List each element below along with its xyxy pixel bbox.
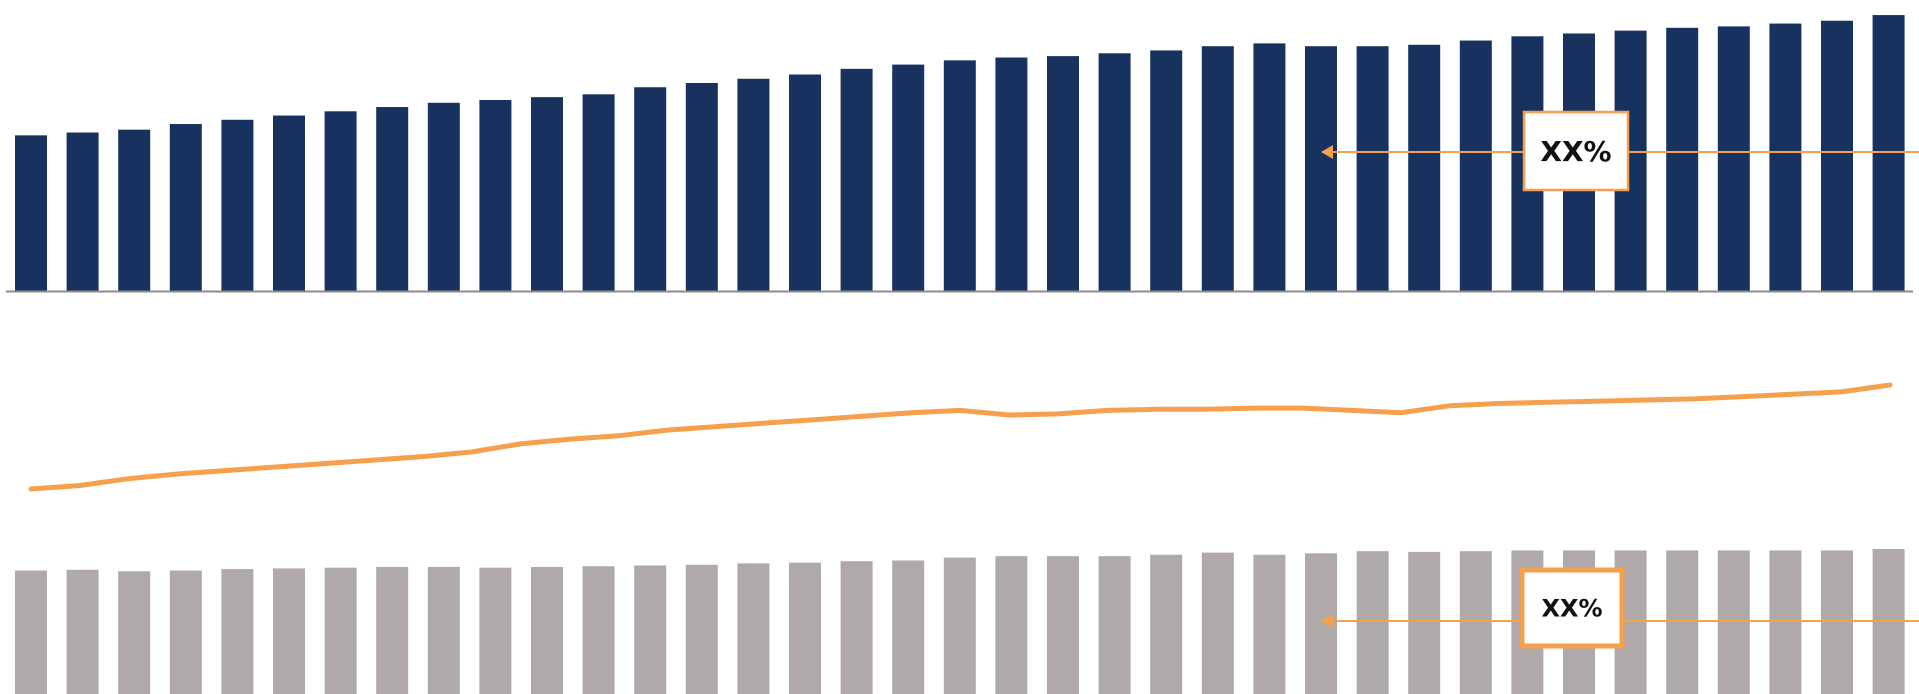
- top-bar: [1253, 43, 1286, 291]
- bottom-bar: [892, 560, 925, 694]
- top-bar: [1717, 26, 1750, 292]
- bottom-bar: [1717, 550, 1750, 694]
- top-bar: [1305, 46, 1337, 291]
- top-bar: [1408, 44, 1441, 291]
- top-bar: [1872, 15, 1905, 291]
- top-bar: [1821, 20, 1853, 292]
- bottom-bar: [479, 567, 512, 694]
- top-bar: [427, 102, 460, 292]
- top-bar: [376, 107, 409, 291]
- top-callout-arrow-head-left: [1321, 145, 1333, 159]
- top-bar: [324, 111, 357, 291]
- bottom-bar: [1821, 550, 1853, 694]
- top-bar: [995, 57, 1028, 292]
- top-bar: [789, 74, 821, 291]
- bottom-bar-panel: XX%: [15, 549, 1919, 694]
- top-bar: [479, 99, 512, 291]
- top-bar: [221, 119, 254, 291]
- top-bar: [531, 97, 563, 292]
- top-bar-panel: XX%: [6, 15, 1919, 293]
- bottom-callout-arrow-head-left: [1321, 614, 1333, 628]
- top-bar: [1769, 23, 1802, 291]
- bottom-bar: [995, 556, 1028, 694]
- bottom-bar: [1098, 556, 1131, 694]
- top-bar: [273, 115, 305, 291]
- bottom-bar: [15, 570, 47, 694]
- top-bar: [1459, 40, 1492, 291]
- bottom-bar: [1408, 551, 1441, 694]
- top-callout-box: [1522, 110, 1630, 192]
- top-bar: [1047, 56, 1079, 291]
- bottom-bar: [1201, 552, 1234, 694]
- series-line: [28, 382, 1893, 492]
- top-bar: [15, 135, 47, 291]
- bottom-bar: [582, 566, 615, 694]
- top-bar: [66, 132, 99, 291]
- top-bar: [582, 94, 615, 291]
- top-bar: [892, 64, 925, 291]
- bottom-callout-label: XX%: [1541, 595, 1602, 623]
- bottom-bar: [789, 562, 821, 694]
- bottom-bar: [273, 568, 305, 694]
- bottom-bar: [221, 569, 254, 694]
- bottom-bar: [118, 571, 151, 694]
- top-bar: [943, 60, 976, 292]
- bottom-callout-box: [1519, 567, 1625, 649]
- bottom-bar: [1459, 551, 1492, 694]
- top-bar: [634, 87, 667, 292]
- middle-line-panel: [28, 382, 1893, 492]
- top-bar: [737, 78, 770, 291]
- bottom-bar: [376, 566, 409, 694]
- bottom-bar: [1253, 554, 1286, 694]
- bottom-bar: [943, 557, 976, 694]
- bottom-bar: [685, 564, 718, 694]
- bottom-bar: [1666, 550, 1699, 694]
- bottom-bar: [1769, 550, 1802, 694]
- top-bar: [118, 129, 151, 291]
- top-callout-label: XX%: [1540, 135, 1611, 168]
- top-bar: [685, 82, 718, 292]
- top-bar: [169, 124, 202, 291]
- bottom-bar: [427, 566, 460, 694]
- bottom-bar: [634, 565, 667, 694]
- bottom-bar: [1150, 554, 1183, 694]
- bottom-bar: [169, 570, 202, 694]
- bottom-bar: [66, 569, 99, 694]
- top-bar: [1666, 27, 1699, 292]
- bottom-bar: [840, 561, 873, 694]
- bottom-bar: [531, 566, 563, 694]
- top-bar: [1150, 50, 1183, 292]
- top-bar: [1098, 53, 1131, 291]
- bottom-bar: [1047, 556, 1079, 694]
- bottom-bar: [324, 567, 357, 694]
- bottom-bar: [737, 563, 770, 694]
- bottom-bar: [1356, 551, 1389, 694]
- top-bar: [840, 68, 873, 291]
- top-bar: [1201, 46, 1234, 291]
- top-bar: [1356, 46, 1389, 291]
